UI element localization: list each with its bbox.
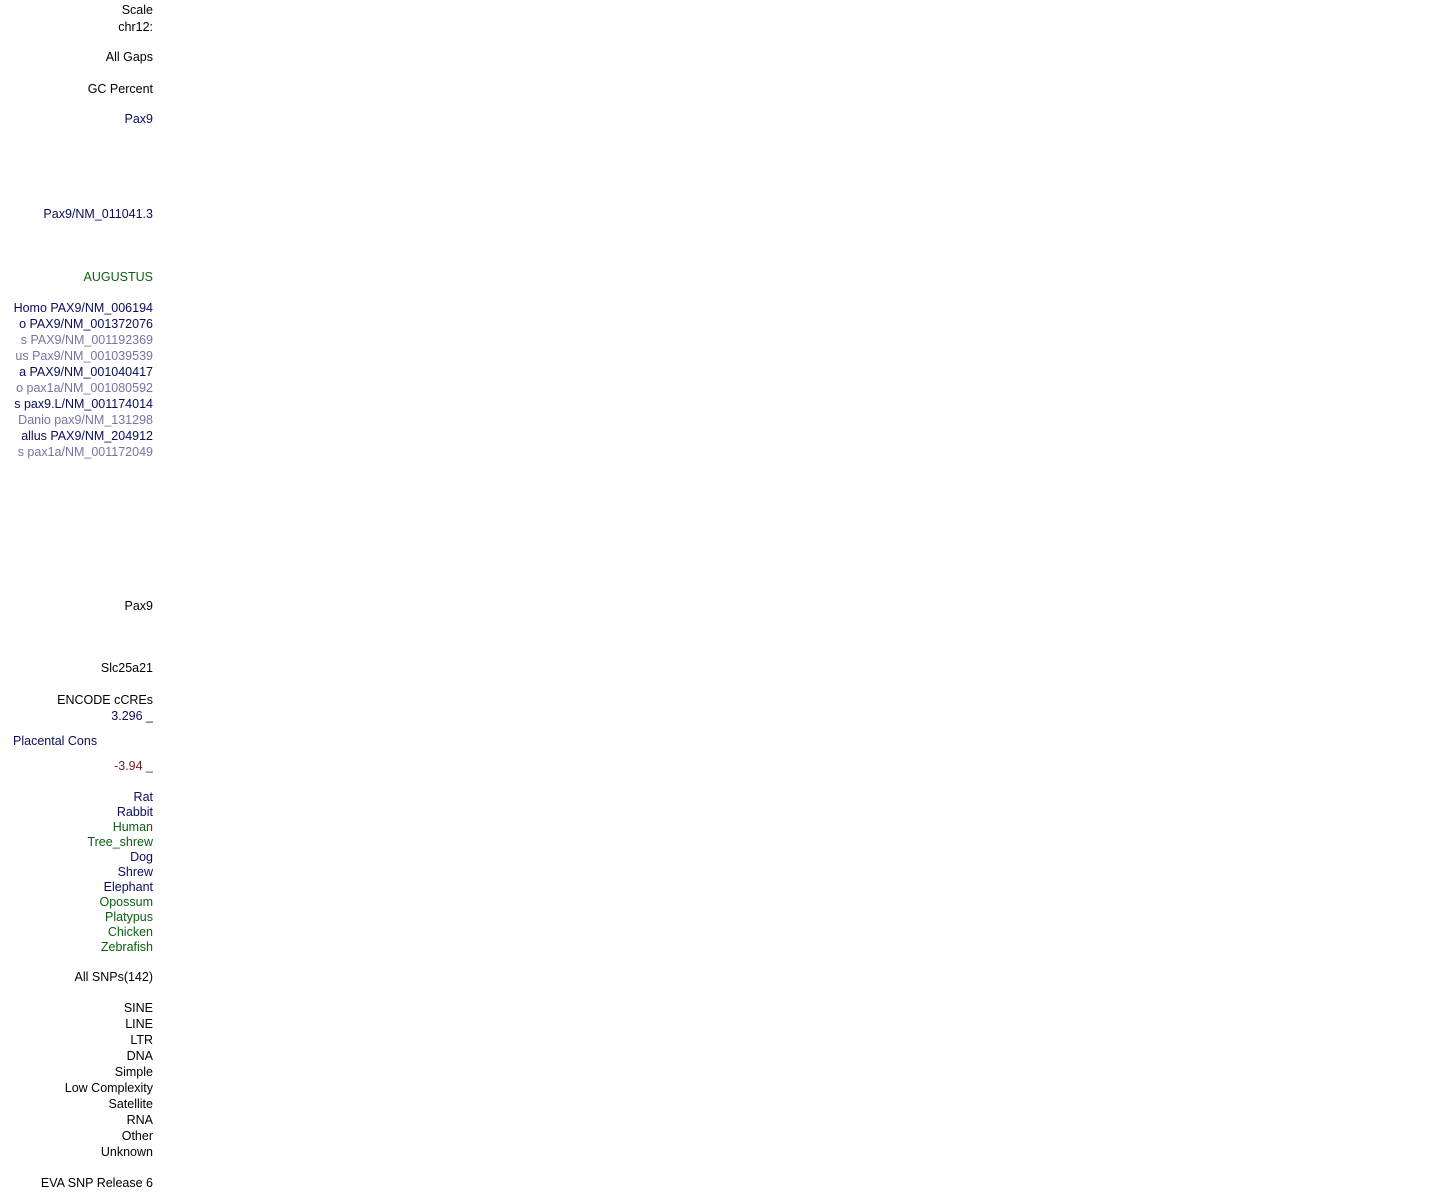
track-label[interactable]: Pax9/NM_011041.3 bbox=[43, 207, 153, 221]
track-label[interactable]: Danio pax9/NM_131298 bbox=[18, 413, 153, 427]
track-label[interactable]: Rat bbox=[133, 790, 153, 804]
track-label[interactable]: allus PAX9/NM_204912 bbox=[21, 429, 153, 443]
track-label[interactable]: SINE bbox=[123, 1001, 153, 1015]
track-label[interactable]: s pax9.L/NM_001174014 bbox=[14, 397, 153, 411]
track-label[interactable]: GC Percent bbox=[87, 82, 153, 96]
track-label[interactable]: Elephant bbox=[103, 880, 153, 894]
track-label[interactable]: Placental Cons bbox=[13, 734, 98, 748]
track-label[interactable]: Chicken bbox=[107, 925, 153, 939]
track-label[interactable]: Opossum bbox=[99, 895, 154, 909]
track-label[interactable]: Zebrafish bbox=[100, 940, 153, 954]
track-label[interactable]: All Gaps bbox=[105, 50, 153, 64]
track-label[interactable]: Pax9 bbox=[124, 112, 154, 126]
label-column: Scale chr12: All Gaps GC Percent Pax9 Pax9/NM… bbox=[12, 0, 153, 1192]
track-label[interactable]: LTR bbox=[130, 1033, 153, 1047]
track-label[interactable]: 3.296 _ bbox=[111, 709, 153, 723]
track-label[interactable]: All SNPs(142) bbox=[74, 970, 154, 984]
track-label[interactable]: Simple bbox=[114, 1065, 153, 1079]
track-label[interactable]: Satellite bbox=[108, 1097, 153, 1111]
track-label[interactable]: Shrew bbox=[117, 865, 153, 879]
track-label[interactable]: o PAX9/NM_001372076 bbox=[19, 317, 153, 331]
track-label[interactable]: Rabbit bbox=[116, 805, 153, 819]
track-label[interactable]: Pax9 bbox=[124, 599, 154, 613]
track-label[interactable]: DNA bbox=[126, 1049, 153, 1063]
track-label[interactable]: EVA SNP Release 6 bbox=[40, 1176, 153, 1190]
track-label[interactable]: Human bbox=[112, 820, 153, 834]
track-label[interactable]: us Pax9/NM_001039539 bbox=[15, 349, 153, 363]
track-label[interactable]: Platypus bbox=[105, 910, 153, 924]
track-label[interactable]: Unknown bbox=[100, 1145, 153, 1159]
track-label[interactable]: Scale bbox=[121, 3, 153, 17]
track-label[interactable]: Other bbox=[121, 1129, 153, 1143]
track-label[interactable]: a PAX9/NM_001040417 bbox=[19, 365, 153, 379]
track-label[interactable]: Dog bbox=[130, 850, 153, 864]
track-label[interactable]: AUGUSTUS bbox=[83, 270, 153, 284]
track-label[interactable]: Homo PAX9/NM_006194 bbox=[13, 301, 153, 315]
track-label[interactable]: LINE bbox=[125, 1017, 153, 1031]
track-label[interactable]: RNA bbox=[126, 1113, 153, 1127]
track-label[interactable]: ENCODE cCREs bbox=[57, 693, 153, 707]
track-label[interactable]: s pax1a/NM_001172049 bbox=[17, 445, 153, 459]
track-label[interactable]: Low Complexity bbox=[64, 1081, 153, 1095]
track-label[interactable]: o pax1a/NM_001080592 bbox=[16, 381, 153, 395]
track-label[interactable]: Tree_shrew bbox=[87, 835, 153, 849]
track-label[interactable]: -3.94 _ bbox=[114, 759, 153, 773]
track-label[interactable]: s PAX9/NM_001192369 bbox=[20, 333, 153, 347]
track-label[interactable]: chr12: bbox=[118, 20, 153, 34]
track-label[interactable]: Slc25a21 bbox=[100, 661, 153, 675]
